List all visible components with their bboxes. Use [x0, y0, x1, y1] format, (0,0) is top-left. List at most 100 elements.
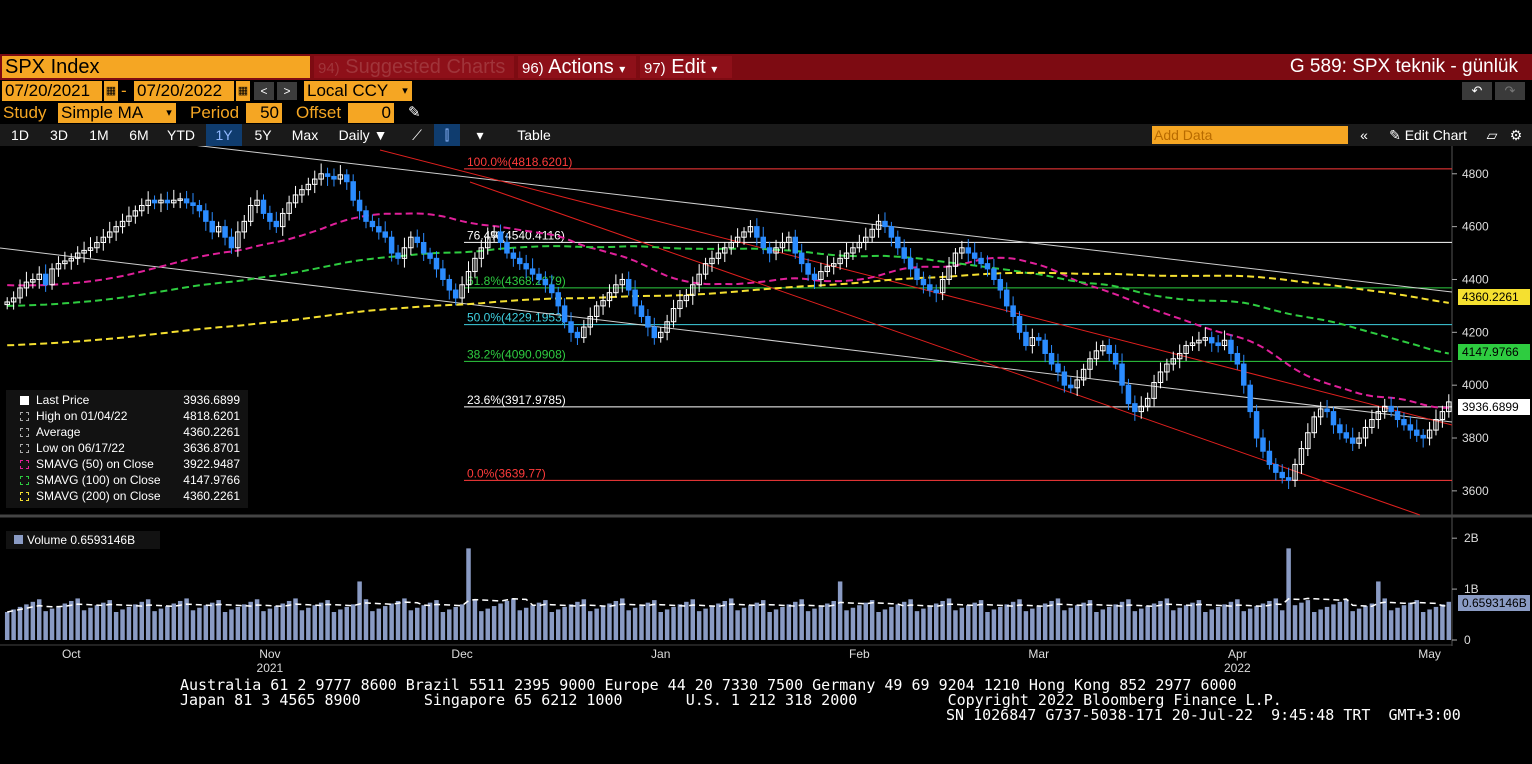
volume-bar: [158, 608, 164, 640]
volume-bar: [1055, 598, 1061, 640]
footer-line-3: SN 1026847 G737-5038-171 20-Jul-22 9:45:…: [946, 706, 1461, 724]
calendar-icon[interactable]: ▦: [104, 81, 118, 101]
candle-body: [312, 178, 318, 185]
volume-bar: [286, 600, 292, 640]
prev-period-button[interactable]: <: [254, 82, 274, 100]
ticker-field[interactable]: SPX Index: [2, 56, 310, 78]
candle-body: [690, 284, 696, 296]
candle-body: [664, 321, 670, 333]
candle-body: [1170, 358, 1177, 365]
volume-bar: [30, 601, 36, 640]
calendar-icon[interactable]: ▦: [236, 81, 250, 101]
candle-body: [209, 220, 215, 233]
candle-body: [837, 257, 843, 265]
volume-bar: [306, 607, 311, 640]
volume-bar: [568, 604, 574, 640]
range-1m[interactable]: 1M: [89, 127, 109, 143]
footer-line-1: Australia 61 2 9777 8600 Brazil 5511 239…: [180, 676, 1237, 694]
annotate-icon[interactable]: ▱: [1486, 127, 1498, 143]
end-date-field[interactable]: 07/20/2022: [134, 81, 234, 101]
start-date-field[interactable]: 07/20/2021: [2, 81, 102, 101]
range-1y[interactable]: 1Y: [206, 124, 242, 146]
candle-body: [1433, 419, 1439, 431]
candle-body: [1208, 337, 1215, 344]
volume-bar: [69, 600, 74, 640]
volume-bar: [607, 603, 612, 640]
candle-body: [1228, 339, 1234, 354]
candle-body: [132, 210, 139, 217]
candle-body: [1023, 331, 1029, 347]
volume-bar: [850, 607, 856, 640]
chevron-down-icon[interactable]: ▾: [162, 103, 176, 123]
volume-bar: [799, 599, 804, 640]
offset-input[interactable]: 0: [348, 103, 394, 123]
candle-body: [773, 247, 779, 254]
table-button[interactable]: Table: [517, 127, 551, 143]
frequency-select[interactable]: Daily ▼: [338, 127, 388, 143]
volume-bar: [588, 611, 593, 640]
volume-bar: [882, 609, 888, 640]
candle-body: [382, 231, 388, 238]
currency-select[interactable]: Local CCY: [304, 81, 398, 101]
candle-body: [414, 236, 420, 243]
candle-body: [1407, 424, 1414, 431]
suggested-charts-menu[interactable]: 94) Suggested Charts: [314, 56, 514, 78]
volume-bar: [1408, 602, 1413, 640]
collapse-icon[interactable]: «: [1360, 127, 1368, 143]
volume-bar: [1074, 605, 1080, 640]
chevron-down-icon[interactable]: ▾: [398, 81, 412, 101]
candle-body: [113, 226, 119, 233]
volume-bar: [299, 610, 305, 640]
volume-bar: [447, 609, 452, 640]
candle-body: [683, 294, 690, 302]
range-1d[interactable]: 1D: [11, 127, 29, 143]
volume-bar: [293, 598, 298, 640]
candle-body: [183, 198, 190, 204]
candle-body: [593, 305, 600, 317]
month-label: Mar: [1028, 647, 1049, 661]
volume-bar: [1363, 606, 1368, 640]
actions-menu[interactable]: 96) Actions ▾: [518, 56, 636, 78]
candle-body: [1298, 448, 1305, 465]
range-ytd[interactable]: YTD: [167, 127, 195, 143]
volume-bar: [1004, 604, 1009, 640]
volume-bar: [927, 606, 933, 640]
volume-bar: [1260, 603, 1266, 640]
edit-chart-button[interactable]: ✎ Edit Chart: [1389, 127, 1467, 143]
undo-button[interactable]: ↶: [1462, 82, 1492, 100]
candle-body: [946, 265, 952, 280]
chevron-down-icon[interactable]: ▾: [476, 127, 484, 143]
volume-bar: [1292, 605, 1298, 640]
volume-bar: [56, 606, 61, 640]
range-max[interactable]: Max: [291, 127, 319, 143]
range-3d[interactable]: 3D: [50, 127, 68, 143]
add-data-input[interactable]: Add Data: [1152, 126, 1348, 144]
study-select[interactable]: Simple MA: [58, 103, 162, 123]
volume-bar: [863, 602, 868, 640]
volume-bar: [389, 603, 394, 640]
legend-value: 4360.2261: [183, 425, 240, 439]
range-5y[interactable]: 5Y: [254, 127, 272, 143]
candle-body: [798, 252, 805, 265]
line-chart-icon[interactable]: ⟋: [412, 127, 422, 143]
candle-body: [324, 173, 331, 177]
pencil-icon[interactable]: ✎: [408, 104, 421, 121]
candle-body: [1093, 350, 1100, 360]
volume-bar: [998, 606, 1003, 640]
range-6m[interactable]: 6M: [129, 127, 149, 143]
month-label: Oct: [62, 647, 81, 661]
year-label: 2022: [1224, 661, 1251, 675]
edit-menu[interactable]: 97) Edit ▾: [640, 56, 732, 78]
next-period-button[interactable]: >: [277, 82, 297, 100]
candle-body: [465, 271, 472, 286]
volume-bar: [786, 604, 792, 640]
candlestick-icon[interactable]: ⫿: [434, 124, 460, 146]
gear-icon[interactable]: ⚙: [1509, 127, 1523, 143]
candle-body: [100, 236, 107, 243]
redo-button[interactable]: ↷: [1495, 82, 1525, 100]
volume-bar: [177, 600, 183, 640]
volume-bar: [421, 605, 426, 640]
candle-body: [568, 321, 574, 333]
price-chart[interactable]: 3600 3800 4000 4200 4400 4600 4800 100.0%(4818.…: [0, 146, 1532, 676]
period-input[interactable]: 50: [246, 103, 282, 123]
